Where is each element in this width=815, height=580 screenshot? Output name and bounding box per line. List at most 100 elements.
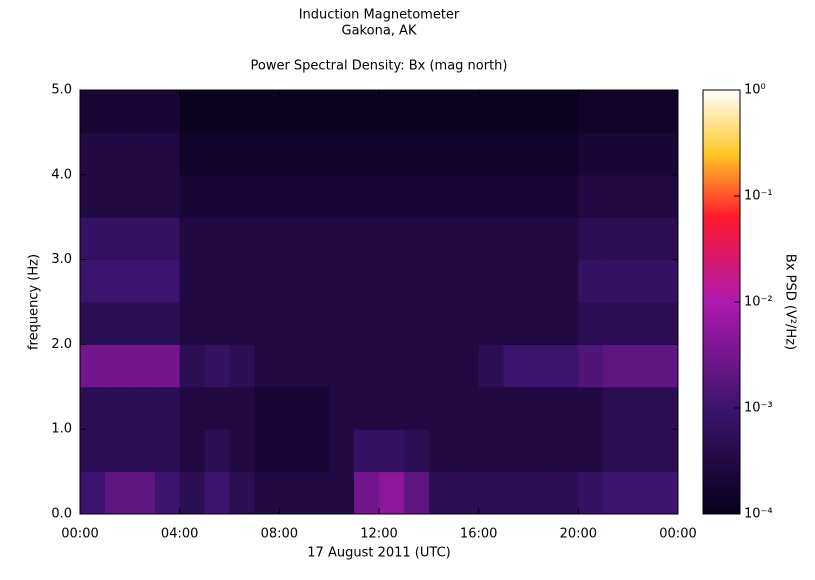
- heat-cell: [553, 344, 579, 388]
- colorbar-tick-label: 10⁰: [744, 83, 766, 98]
- heat-cell: [578, 132, 604, 176]
- heat-cell: [653, 90, 679, 133]
- heat-cell: [129, 386, 156, 430]
- heat-cell: [154, 217, 181, 261]
- heat-cell: [254, 217, 280, 261]
- heat-cell: [628, 132, 654, 176]
- heat-cell: [653, 386, 679, 430]
- heat-cell: [503, 174, 529, 218]
- heat-cell: [503, 386, 529, 430]
- heat-cell: [204, 344, 230, 388]
- heat-cell: [80, 174, 106, 218]
- heat-cell: [329, 471, 355, 515]
- heat-cell: [304, 259, 330, 303]
- x-tick-label: 16:00: [460, 527, 497, 542]
- heat-cell: [179, 471, 206, 515]
- heat-cell: [229, 471, 255, 515]
- heat-cell: [403, 386, 430, 430]
- heat-cell: [478, 259, 505, 303]
- heat-cell: [553, 386, 579, 430]
- heat-cell: [553, 471, 579, 515]
- heat-cell: [129, 132, 156, 176]
- heat-cell: [154, 429, 181, 473]
- heat-cell: [403, 344, 430, 388]
- heat-cell: [403, 429, 430, 473]
- heat-cell: [528, 217, 554, 261]
- heat-cell: [653, 471, 679, 515]
- heat-cell: [304, 344, 330, 388]
- heat-cell: [578, 344, 604, 388]
- heat-cell: [528, 386, 554, 430]
- heat-cell: [603, 90, 629, 133]
- heat-cell: [478, 132, 505, 176]
- heat-cell: [578, 386, 604, 430]
- heat-cell: [653, 132, 679, 176]
- heat-cell: [129, 429, 156, 473]
- heat-cell: [104, 429, 131, 473]
- heat-cell: [578, 90, 604, 133]
- heat-cell: [279, 429, 305, 473]
- heat-cell: [254, 302, 280, 345]
- heat-cell: [478, 344, 505, 388]
- heat-cell: [428, 471, 455, 515]
- heat-cell: [653, 259, 679, 303]
- heat-cell: [179, 302, 206, 345]
- heat-cell: [379, 302, 405, 345]
- heat-cell: [603, 132, 629, 176]
- heat-cell: [403, 302, 430, 345]
- heat-cell: [603, 471, 629, 515]
- heat-cell: [403, 90, 430, 133]
- heat-cell: [428, 90, 455, 133]
- heat-cell: [304, 174, 330, 218]
- heat-cell: [80, 429, 106, 473]
- heat-cell: [104, 132, 131, 176]
- heat-cell: [628, 174, 654, 218]
- heat-cell: [204, 471, 230, 515]
- heat-cell: [204, 217, 230, 261]
- heat-cell: [354, 217, 380, 261]
- heat-cell: [129, 471, 156, 515]
- heat-cell: [603, 344, 629, 388]
- heat-cell: [204, 259, 230, 303]
- heat-cell: [503, 217, 529, 261]
- heat-cell: [503, 302, 529, 345]
- heat-cell: [104, 386, 131, 430]
- heat-cell: [154, 259, 181, 303]
- heat-cell: [553, 302, 579, 345]
- heat-cell: [428, 259, 455, 303]
- heat-cell: [304, 90, 330, 133]
- heat-cell: [104, 302, 131, 345]
- heat-cell: [603, 217, 629, 261]
- heat-cell: [478, 386, 505, 430]
- heat-cell: [428, 429, 455, 473]
- heat-cell: [154, 132, 181, 176]
- y-tick-label: 3.0: [51, 252, 72, 267]
- heat-cell: [80, 302, 106, 345]
- y-axis-label: frequency (Hz): [27, 254, 42, 350]
- heat-cell: [503, 344, 529, 388]
- heat-cell: [628, 259, 654, 303]
- heat-cell: [628, 471, 654, 515]
- heat-cell: [653, 217, 679, 261]
- heat-cell: [453, 90, 480, 133]
- heat-cell: [578, 302, 604, 345]
- heat-cell: [354, 344, 380, 388]
- heat-cell: [204, 429, 230, 473]
- heat-cell: [104, 344, 131, 388]
- heat-cell: [354, 174, 380, 218]
- heat-cell: [229, 386, 255, 430]
- heat-cell: [254, 259, 280, 303]
- heat-cell: [104, 90, 131, 133]
- heat-cell: [428, 344, 455, 388]
- heat-cell: [428, 217, 455, 261]
- y-tick-label: 5.0: [51, 83, 72, 98]
- heat-cell: [453, 344, 480, 388]
- heat-cell: [329, 429, 355, 473]
- heat-cell: [179, 344, 206, 388]
- heat-cell: [154, 344, 181, 388]
- heat-cell: [528, 132, 554, 176]
- heat-cell: [553, 90, 579, 133]
- heat-cell: [204, 302, 230, 345]
- heat-cell: [528, 90, 554, 133]
